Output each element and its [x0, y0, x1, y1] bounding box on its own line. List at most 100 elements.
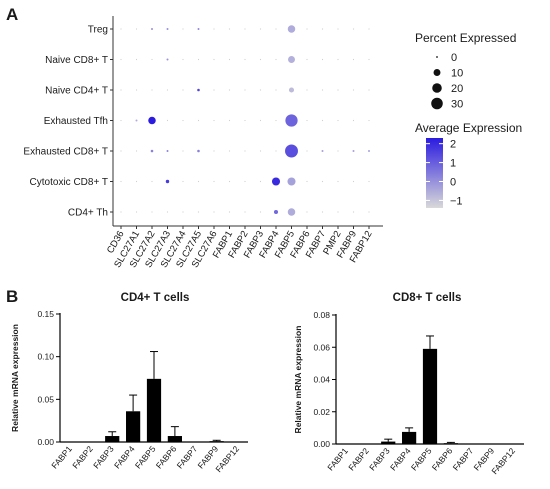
dot-point: [287, 208, 296, 216]
size-legend-label: 0: [451, 52, 457, 64]
dot-point: [182, 28, 184, 30]
dot-point: [244, 150, 246, 152]
dot-point: [321, 211, 324, 213]
dot-point: [368, 28, 370, 30]
dot-point: [120, 58, 122, 61]
dot-point: [367, 149, 371, 153]
panel-label-b: B: [6, 287, 18, 306]
dot-point: [120, 150, 122, 152]
color-legend-title: Average Expression: [415, 121, 522, 135]
x-tick-label-fabp3: FABP3: [367, 446, 392, 473]
dot-point: [352, 58, 355, 61]
dot-point: [368, 89, 370, 91]
dot-point: [337, 211, 339, 213]
dot-point: [197, 211, 200, 213]
dot-point: [352, 180, 355, 183]
chart-title: CD8+ T cells: [393, 292, 462, 304]
dot-point: [213, 211, 215, 213]
dot-point: [275, 28, 277, 30]
x-tick-label-fabp1: FABP1: [325, 446, 350, 473]
dot-point: [306, 28, 308, 30]
dot-point: [166, 58, 169, 61]
dot-point: [368, 180, 370, 183]
dot-point: [259, 28, 262, 30]
dot-point: [151, 58, 153, 61]
dot-point: [244, 211, 246, 213]
dot-point: [182, 58, 184, 61]
dot-point: [368, 211, 370, 213]
bar-fabp4: [126, 411, 141, 442]
dot-point: [352, 28, 355, 30]
dot-point: [321, 149, 324, 153]
x-tick-label-fabp6: FABP6: [430, 446, 455, 473]
dot-point: [306, 180, 308, 183]
dot-point: [135, 150, 138, 152]
dot-point: [368, 58, 370, 61]
y-tick-label: 0.05: [37, 394, 54, 404]
y-tick-label: 0.06: [313, 342, 330, 352]
y-tick-label-cd4-th: CD4+ Th: [68, 208, 108, 219]
size-legend-label: 10: [451, 68, 463, 80]
dot-point: [228, 180, 231, 183]
x-tick-label-fabp6: FABP6: [154, 444, 179, 471]
y-tick-label: 0.04: [313, 375, 330, 385]
dot-point: [120, 119, 122, 122]
dot-point: [148, 116, 156, 125]
color-legend-label: −1: [450, 195, 463, 207]
bar-fabp9: [209, 441, 224, 442]
y-tick-label-treg: Treg: [88, 25, 108, 36]
dot-point: [197, 88, 200, 92]
dot-point: [273, 209, 279, 215]
size-legend-dot: [433, 69, 441, 76]
y-tick-label: 0.15: [37, 309, 54, 319]
dot-point: [213, 89, 215, 91]
y-tick-label-cytotoxic-cd8-t: Cytotoxic CD8+ T: [30, 177, 108, 188]
y-tick-label: 0.00: [313, 439, 330, 449]
dot-point: [259, 150, 262, 152]
dot-point: [151, 89, 153, 91]
dot-point: [275, 89, 277, 91]
x-tick-label-fabp4: FABP4: [112, 444, 137, 471]
dot-point: [287, 177, 296, 186]
bar-fabp5: [146, 378, 162, 442]
panel-label-a: A: [6, 5, 18, 24]
dot-point: [259, 58, 262, 61]
x-tick-label-fabp5: FABP5: [133, 444, 158, 471]
dot-point: [135, 58, 138, 61]
size-legend-dot: [431, 97, 443, 110]
dot-point: [165, 179, 170, 184]
dot-point: [182, 150, 184, 152]
y-tick-label: 0.10: [37, 352, 54, 362]
dot-point: [213, 119, 215, 122]
color-legend-label: 1: [450, 158, 456, 170]
dot-point: [166, 149, 169, 153]
dot-point: [120, 89, 122, 91]
y-tick-label-naive-cd8-t: Naive CD8+ T: [45, 55, 108, 66]
bar-fabp6: [443, 443, 458, 444]
dot-point: [337, 180, 339, 183]
color-legend-label: 2: [450, 139, 456, 151]
dot-point: [228, 28, 231, 30]
dot-point: [321, 180, 324, 183]
dot-point: [213, 180, 215, 183]
dot-point: [213, 28, 215, 30]
y-axis-label: Relative mRNA expression: [10, 324, 20, 432]
dot-point: [288, 87, 295, 93]
bar-chart-cd4: CD4+ T cells Relative mRNA expression 0.00…: [10, 292, 248, 474]
dot-point: [120, 28, 122, 30]
size-legend-label: 30: [451, 99, 463, 111]
x-tick-label-fabp3: FABP3: [91, 444, 116, 471]
dot-point: [321, 89, 324, 91]
dot-plot: Treg Naive CD8+ T Naive CD4+ T Exhausted Tf…: [23, 16, 383, 270]
dot-point: [337, 119, 339, 122]
dot-point: [150, 27, 154, 31]
dot-point: [166, 119, 169, 122]
dot-point: [166, 89, 169, 91]
dot-point: [321, 58, 324, 61]
dot-point: [244, 58, 246, 61]
bar-chart-cd8: CD8+ T cells Relative mRNA expression 0.00…: [293, 292, 524, 476]
dot-point: [135, 211, 138, 213]
dot-point: [271, 177, 281, 186]
